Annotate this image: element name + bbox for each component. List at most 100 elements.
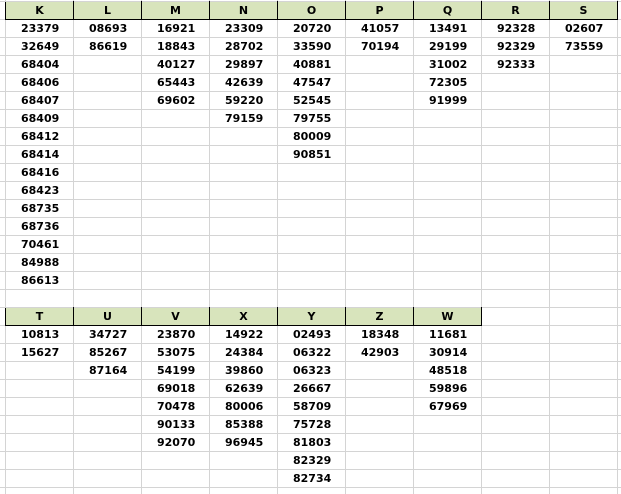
cell[interactable]: 18843 [141, 37, 210, 56]
cell[interactable] [549, 235, 618, 254]
cell[interactable] [345, 217, 414, 236]
cell[interactable] [345, 163, 414, 182]
cell[interactable]: 84988 [5, 253, 74, 272]
cell[interactable]: 42639 [209, 73, 278, 92]
cell[interactable] [209, 235, 278, 254]
cell[interactable] [549, 199, 618, 218]
cell[interactable]: 69018 [141, 379, 210, 398]
cell[interactable]: 70461 [5, 235, 74, 254]
cell[interactable] [549, 145, 618, 164]
column-header-z[interactable]: Z [345, 307, 414, 326]
cell[interactable]: 90133 [141, 415, 210, 434]
cell[interactable]: 92329 [481, 37, 550, 56]
cell[interactable] [413, 199, 482, 218]
cell[interactable] [413, 163, 482, 182]
cell[interactable]: 29897 [209, 55, 278, 74]
column-header-v[interactable]: V [141, 307, 210, 326]
cell[interactable] [73, 379, 142, 398]
cell[interactable]: 92070 [141, 433, 210, 452]
cell[interactable] [549, 109, 618, 128]
cell[interactable] [549, 271, 618, 290]
column-header-t[interactable]: T [5, 307, 74, 326]
cell[interactable] [413, 469, 482, 488]
cell[interactable]: 69602 [141, 91, 210, 110]
cell[interactable]: 67969 [413, 397, 482, 416]
cell[interactable] [549, 253, 618, 272]
cell[interactable] [141, 109, 210, 128]
cell[interactable] [141, 451, 210, 470]
cell[interactable] [345, 397, 414, 416]
cell[interactable]: 48518 [413, 361, 482, 380]
cell[interactable] [481, 253, 550, 272]
cell[interactable]: 80009 [277, 127, 346, 146]
cell[interactable] [345, 271, 414, 290]
cell[interactable] [345, 253, 414, 272]
cell[interactable]: 72305 [413, 73, 482, 92]
cell[interactable]: 10813 [5, 325, 74, 344]
cell[interactable] [345, 433, 414, 452]
cell[interactable]: 40881 [277, 55, 346, 74]
column-header-r[interactable]: R [481, 1, 550, 20]
cell[interactable] [73, 73, 142, 92]
cell[interactable]: 08693 [73, 19, 142, 38]
cell[interactable]: 11681 [413, 325, 482, 344]
cell[interactable] [209, 127, 278, 146]
cell[interactable]: 92333 [481, 55, 550, 74]
cell[interactable]: 75728 [277, 415, 346, 434]
cell[interactable]: 68404 [5, 55, 74, 74]
cell[interactable]: 54199 [141, 361, 210, 380]
cell[interactable] [413, 127, 482, 146]
cell[interactable]: 14922 [209, 325, 278, 344]
cell[interactable]: 86619 [73, 37, 142, 56]
cell[interactable] [277, 163, 346, 182]
cell[interactable]: 24384 [209, 343, 278, 362]
cell[interactable] [209, 271, 278, 290]
cell[interactable] [5, 379, 74, 398]
cell[interactable] [141, 145, 210, 164]
column-header-q[interactable]: Q [413, 1, 482, 20]
cell[interactable]: 53075 [141, 343, 210, 362]
cell[interactable]: 52545 [277, 91, 346, 110]
cell[interactable] [345, 181, 414, 200]
cell[interactable] [481, 127, 550, 146]
cell[interactable]: 68409 [5, 109, 74, 128]
cell[interactable] [73, 271, 142, 290]
cell[interactable]: 70194 [345, 37, 414, 56]
cell[interactable] [413, 217, 482, 236]
cell[interactable] [481, 235, 550, 254]
cell[interactable]: 40127 [141, 55, 210, 74]
cell[interactable]: 23379 [5, 19, 74, 38]
cell[interactable] [141, 163, 210, 182]
cell[interactable] [481, 109, 550, 128]
cell[interactable]: 34727 [73, 325, 142, 344]
cell[interactable]: 65443 [141, 73, 210, 92]
cell[interactable] [73, 217, 142, 236]
cell[interactable]: 68406 [5, 73, 74, 92]
cell[interactable] [73, 397, 142, 416]
cell[interactable] [5, 469, 74, 488]
cell[interactable]: 68416 [5, 163, 74, 182]
cell[interactable] [549, 217, 618, 236]
cell[interactable]: 02493 [277, 325, 346, 344]
cell[interactable] [73, 235, 142, 254]
cell[interactable]: 70478 [141, 397, 210, 416]
cell[interactable] [73, 181, 142, 200]
cell[interactable]: 15627 [5, 343, 74, 362]
cell[interactable] [73, 163, 142, 182]
cell[interactable] [209, 217, 278, 236]
cell[interactable] [141, 253, 210, 272]
cell[interactable] [413, 451, 482, 470]
cell[interactable] [209, 451, 278, 470]
cell[interactable]: 59220 [209, 91, 278, 110]
cell[interactable] [345, 109, 414, 128]
cell[interactable] [549, 55, 618, 74]
cell[interactable] [549, 127, 618, 146]
cell[interactable] [345, 91, 414, 110]
cell[interactable] [209, 469, 278, 488]
cell[interactable] [481, 145, 550, 164]
cell[interactable] [413, 253, 482, 272]
cell[interactable]: 59896 [413, 379, 482, 398]
cell[interactable]: 96945 [209, 433, 278, 452]
cell[interactable]: 81803 [277, 433, 346, 452]
column-header-m[interactable]: M [141, 1, 210, 20]
